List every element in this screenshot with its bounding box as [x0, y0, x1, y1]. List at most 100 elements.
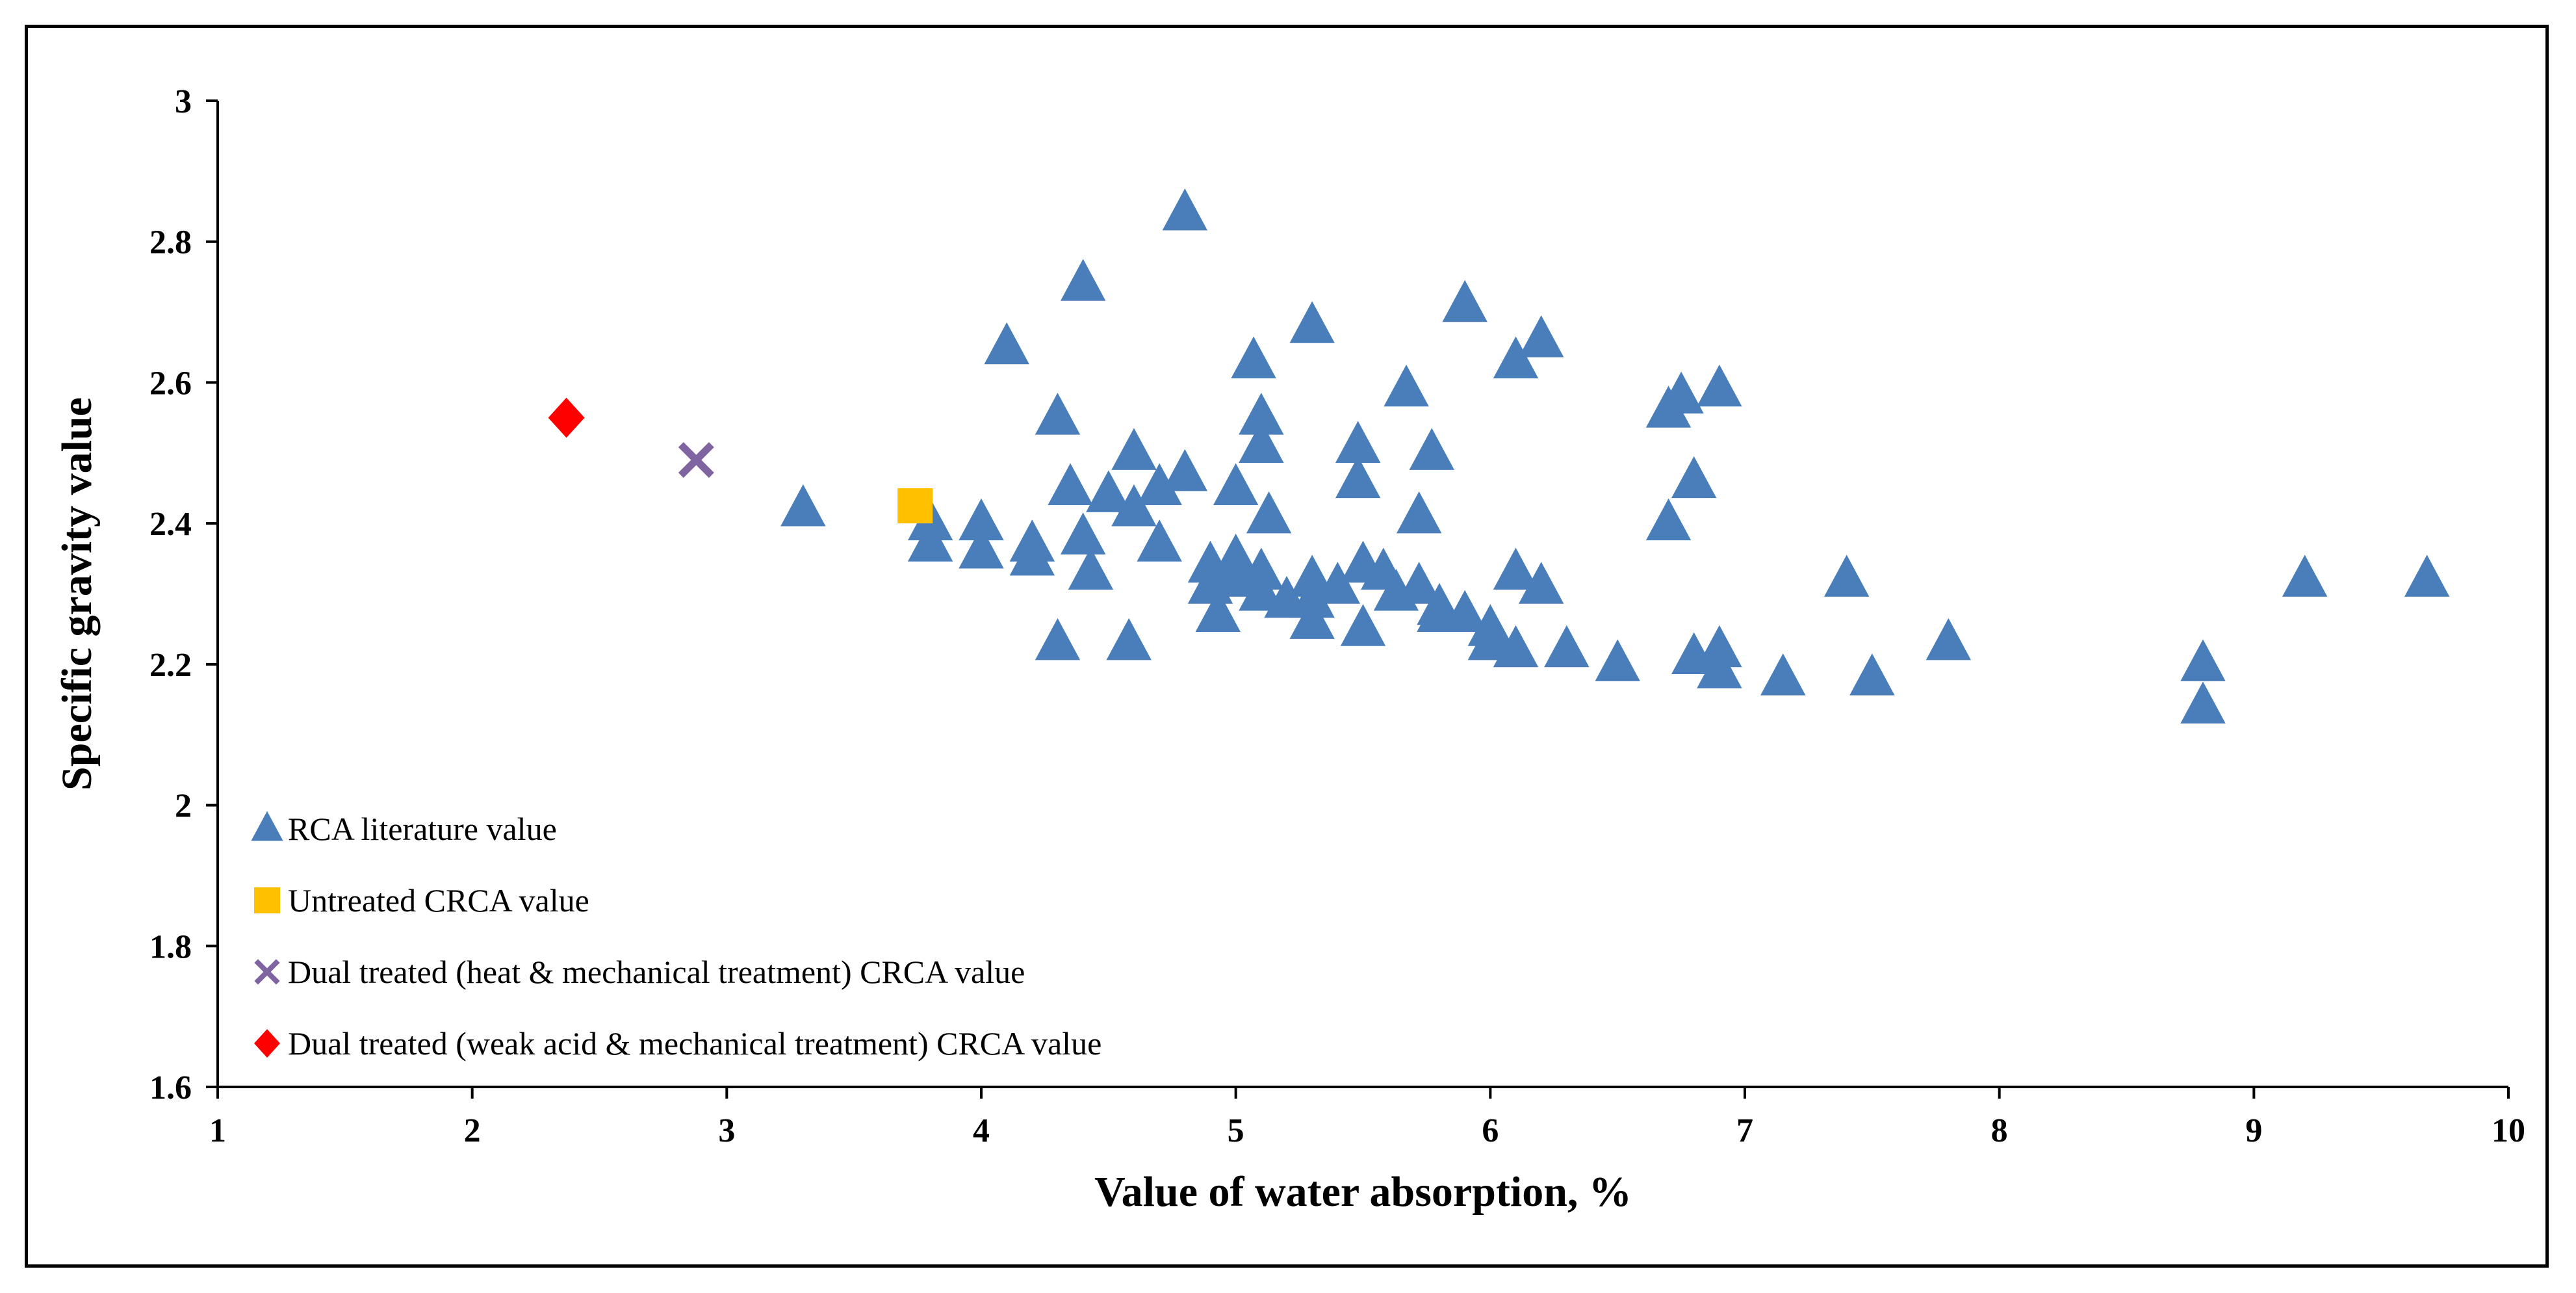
data-point	[1035, 618, 1081, 660]
data-point	[1518, 315, 1564, 358]
legend-label: Dual treated (weak acid & mechanical tre…	[288, 1025, 1101, 1062]
legend-item: Dual treated (weak acid & mechanical tre…	[254, 1025, 1101, 1062]
legend-label: RCA literature value	[288, 811, 557, 847]
x-tick-label: 1	[209, 1112, 226, 1149]
data-point	[1493, 336, 1539, 378]
series-x	[678, 442, 714, 478]
data-point	[1239, 421, 1284, 463]
data-point	[984, 322, 1029, 365]
x-tick-label: 3	[718, 1112, 735, 1149]
data-points	[548, 188, 2450, 724]
data-point	[1086, 470, 1131, 512]
y-tick-label: 2.6	[149, 365, 192, 402]
data-point	[1396, 562, 1442, 604]
tick-labels: 1 2 3 4 5 6 7 8 9 10 1.6 1.8 2 2.2 2.4 2.6 2.8 3	[149, 83, 2525, 1149]
data-point	[1060, 259, 1106, 301]
data-point	[1195, 590, 1241, 633]
x-tick-label: 2	[464, 1112, 481, 1149]
y-tick-label: 1.6	[149, 1069, 192, 1106]
data-point	[1595, 639, 1640, 681]
legend-marker	[254, 887, 280, 913]
data-point	[907, 519, 953, 562]
y-tick-label: 3	[175, 83, 192, 120]
data-point	[1335, 456, 1381, 499]
data-point	[959, 527, 1004, 569]
y-axis-title: Specific gravity value	[53, 397, 101, 790]
data-point	[1442, 280, 1488, 322]
data-point	[1106, 618, 1152, 660]
data-point	[1162, 188, 1208, 231]
y-tick-label: 2.4	[149, 506, 192, 543]
data-point	[1060, 512, 1106, 555]
data-point	[1231, 336, 1276, 378]
chart-frame: 1 2 3 4 5 6 7 8 9 10 1.6 1.8 2 2.2 2.4 2.6 2.8 3 RCA lite…	[25, 25, 2549, 1268]
legend-label: Dual treated (heat & mechanical treatmen…	[288, 954, 1025, 990]
x-tick-label: 6	[1482, 1112, 1499, 1149]
legend-marker	[254, 959, 280, 985]
data-point	[1289, 597, 1335, 639]
series-diamond	[548, 397, 585, 438]
data-point	[1315, 562, 1361, 604]
data-point	[1849, 653, 1895, 696]
data-point	[780, 484, 826, 527]
data-point	[1926, 618, 1972, 660]
data-point	[1239, 393, 1284, 435]
x-tick-label: 7	[1736, 1112, 1753, 1149]
data-point	[1518, 562, 1564, 604]
legend-item: Dual treated (heat & mechanical treatmen…	[254, 954, 1025, 990]
data-point	[1048, 463, 1093, 506]
axes	[206, 99, 2510, 1099]
series-triangle	[780, 188, 2450, 724]
legend-item: Untreated CRCA value	[254, 882, 589, 919]
data-point	[1493, 625, 1539, 668]
y-tick-label: 2.8	[149, 224, 192, 261]
data-point	[1493, 547, 1539, 590]
legend-item: RCA literature value	[251, 811, 557, 847]
y-tick-label: 2.2	[149, 647, 192, 684]
scatter-chart: 1 2 3 4 5 6 7 8 9 10 1.6 1.8 2 2.2 2.4 2.6 2.8 3 RCA lite…	[53, 83, 2525, 1216]
data-point	[1239, 547, 1284, 590]
data-point	[1697, 364, 1742, 407]
x-axis-title: Value of water absorption, %	[1094, 1168, 1632, 1216]
x-tick-label: 8	[1991, 1112, 2008, 1149]
data-point	[1467, 618, 1513, 660]
data-point	[1289, 555, 1335, 597]
data-point	[2180, 681, 2226, 724]
data-point	[1213, 533, 1259, 576]
x-tick-label: 4	[973, 1112, 990, 1149]
data-point	[1645, 498, 1692, 541]
legend-label: Untreated CRCA value	[288, 882, 589, 919]
x-tick-label: 10	[2492, 1112, 2525, 1149]
data-point	[959, 498, 1004, 541]
data-point	[1289, 575, 1335, 618]
data-point	[1137, 463, 1182, 506]
data-point	[1162, 449, 1208, 491]
data-point	[1035, 393, 1081, 435]
data-point	[2282, 555, 2328, 597]
data-point	[1384, 364, 1429, 407]
data-point	[1671, 456, 1717, 499]
data-point	[1697, 646, 1742, 688]
y-tick-label: 1.8	[149, 928, 192, 965]
data-point	[1213, 463, 1259, 506]
data-point	[2180, 639, 2226, 681]
data-point	[1111, 428, 1157, 470]
data-point	[1246, 491, 1292, 534]
data-point	[1396, 491, 1442, 534]
data-point	[1335, 421, 1381, 463]
data-point	[1111, 484, 1157, 527]
x-tick-label: 9	[2245, 1112, 2262, 1149]
data-point	[1289, 301, 1335, 343]
data-point	[1137, 519, 1182, 562]
legend: RCA literature value Untreated CRCA value…	[251, 811, 1101, 1062]
data-point	[2404, 555, 2450, 597]
data-point	[1068, 547, 1114, 590]
data-point	[1409, 428, 1454, 470]
data-point	[1760, 653, 1806, 696]
data-point	[1697, 625, 1742, 668]
legend-marker	[254, 1029, 280, 1058]
data-point	[678, 442, 714, 478]
data-point	[1544, 625, 1590, 668]
data-point	[897, 488, 933, 524]
data-point	[1239, 569, 1284, 611]
